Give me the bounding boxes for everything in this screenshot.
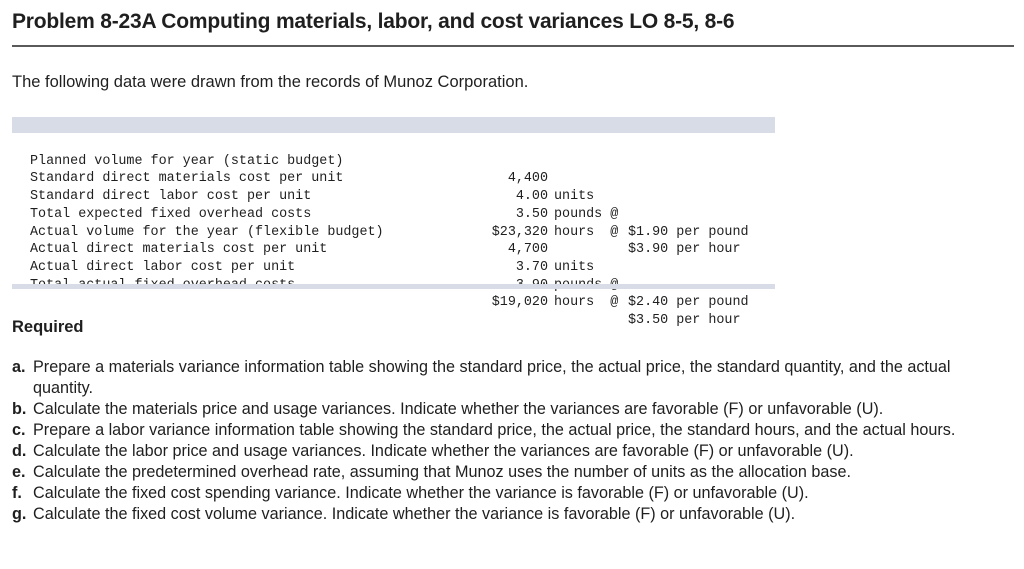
row-label: Actual volume for the year (flexible bud… — [30, 224, 384, 240]
row-rate: $3.90 per hour — [628, 242, 741, 258]
table-row: Planned volume for year (static budget) … — [12, 135, 775, 204]
list-item: g. Calculate the fixed cost volume varia… — [12, 504, 1012, 525]
list-item: a. Prepare a materials variance informat… — [12, 357, 1012, 399]
table-row: Total actual fixed overhead costs $19,02… — [12, 259, 775, 311]
row-unit: hours @ — [554, 295, 619, 311]
item-letter: e. — [12, 463, 26, 481]
table-row: Actual direct materials cost per unit 3.… — [12, 224, 775, 310]
page-title: Problem 8-23A Computing materials, labor… — [12, 10, 735, 33]
row-unit: units — [554, 259, 595, 275]
row-quantity: $19,020 — [491, 295, 548, 311]
row-rate: $2.40 per pound — [628, 295, 749, 311]
item-letter: a. — [12, 358, 26, 376]
row-unit: hours @ — [554, 224, 619, 240]
title-divider — [12, 45, 1014, 47]
row-rate: $3.50 per hour — [628, 313, 741, 328]
item-letter: d. — [12, 442, 27, 460]
item-text: Calculate the fixed cost volume variance… — [33, 505, 796, 523]
item-letter: c. — [12, 421, 26, 439]
table-row: Actual volume for the year (flexible bud… — [12, 206, 775, 275]
row-unit: units — [554, 189, 595, 205]
item-letter: g. — [12, 505, 27, 523]
table-row: Standard direct labor cost per unit 3.50… — [12, 170, 775, 257]
row-rate: $1.90 per pound — [628, 224, 749, 240]
item-text: Calculate the predetermined overhead rat… — [33, 463, 851, 481]
row-quantity: 3.70 — [515, 259, 548, 275]
item-letter: f. — [12, 484, 22, 502]
item-letter: b. — [12, 400, 27, 418]
data-table: Planned volume for year (static budget) … — [12, 117, 775, 328]
item-text: Calculate the labor price and usage vari… — [33, 442, 854, 460]
row-quantity: 4,400 — [507, 171, 548, 187]
row-label: Planned volume for year (static budget) — [30, 153, 344, 169]
table-row: Actual direct labor cost per unit 3.90 h… — [12, 241, 775, 328]
list-item: d. Calculate the labor price and usage v… — [12, 441, 1012, 462]
intro-text: The following data were drawn from the r… — [12, 73, 529, 91]
row-label: Standard direct labor cost per unit — [30, 189, 312, 205]
table-row: Standard direct materials cost per unit … — [12, 153, 775, 239]
row-quantity: $23,320 — [491, 224, 548, 240]
item-text: Calculate the fixed cost spending varian… — [33, 484, 809, 502]
row-label: Total expected fixed overhead costs — [30, 206, 312, 222]
list-item: e. Calculate the predetermined overhead … — [12, 462, 1012, 483]
table-row: Total expected fixed overhead costs $23,… — [12, 188, 775, 240]
item-text: Prepare a labor variance information tab… — [33, 421, 956, 439]
table-top-band — [12, 117, 775, 133]
list-item: b. Calculate the materials price and usa… — [12, 399, 1012, 420]
required-heading: Required — [12, 318, 84, 336]
list-item: f. Calculate the fixed cost spending var… — [12, 483, 1012, 504]
row-quantity: 3.50 — [515, 206, 548, 222]
list-item: c. Prepare a labor variance information … — [12, 420, 1012, 441]
row-label: Actual direct materials cost per unit — [30, 242, 328, 258]
item-text: Calculate the materials price and usage … — [33, 400, 884, 418]
table-bottom-band — [12, 284, 775, 289]
requirements-list: a. Prepare a materials variance informat… — [12, 357, 1012, 525]
row-unit: pounds @ — [554, 206, 619, 222]
row-quantity: 4.00 — [515, 189, 548, 205]
row-label: Standard direct materials cost per unit — [30, 171, 344, 187]
item-text: Prepare a materials variance information… — [33, 358, 951, 397]
row-quantity: 4,700 — [507, 242, 548, 258]
row-label: Actual direct labor cost per unit — [30, 259, 296, 275]
